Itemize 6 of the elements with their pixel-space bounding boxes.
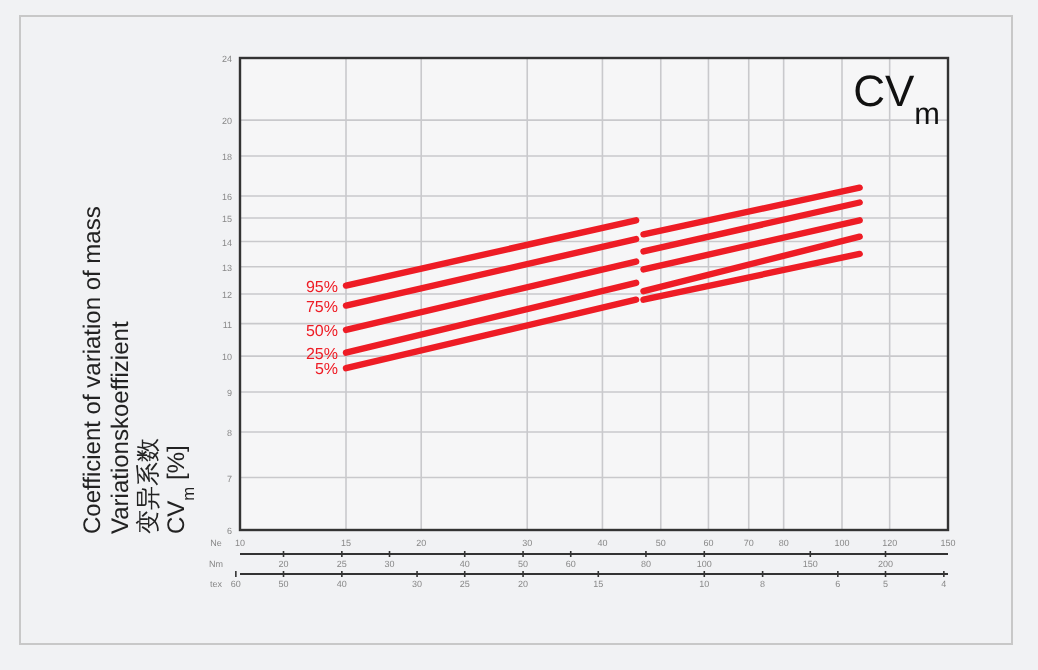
series-label: 50% [305, 321, 339, 340]
chart-title: CV$_{m}$ [853, 66, 940, 131]
series-label: 5% [314, 360, 339, 379]
series-label: 75% [305, 297, 339, 316]
series-label: 25% [305, 344, 339, 363]
series-label: 95% [305, 277, 339, 296]
